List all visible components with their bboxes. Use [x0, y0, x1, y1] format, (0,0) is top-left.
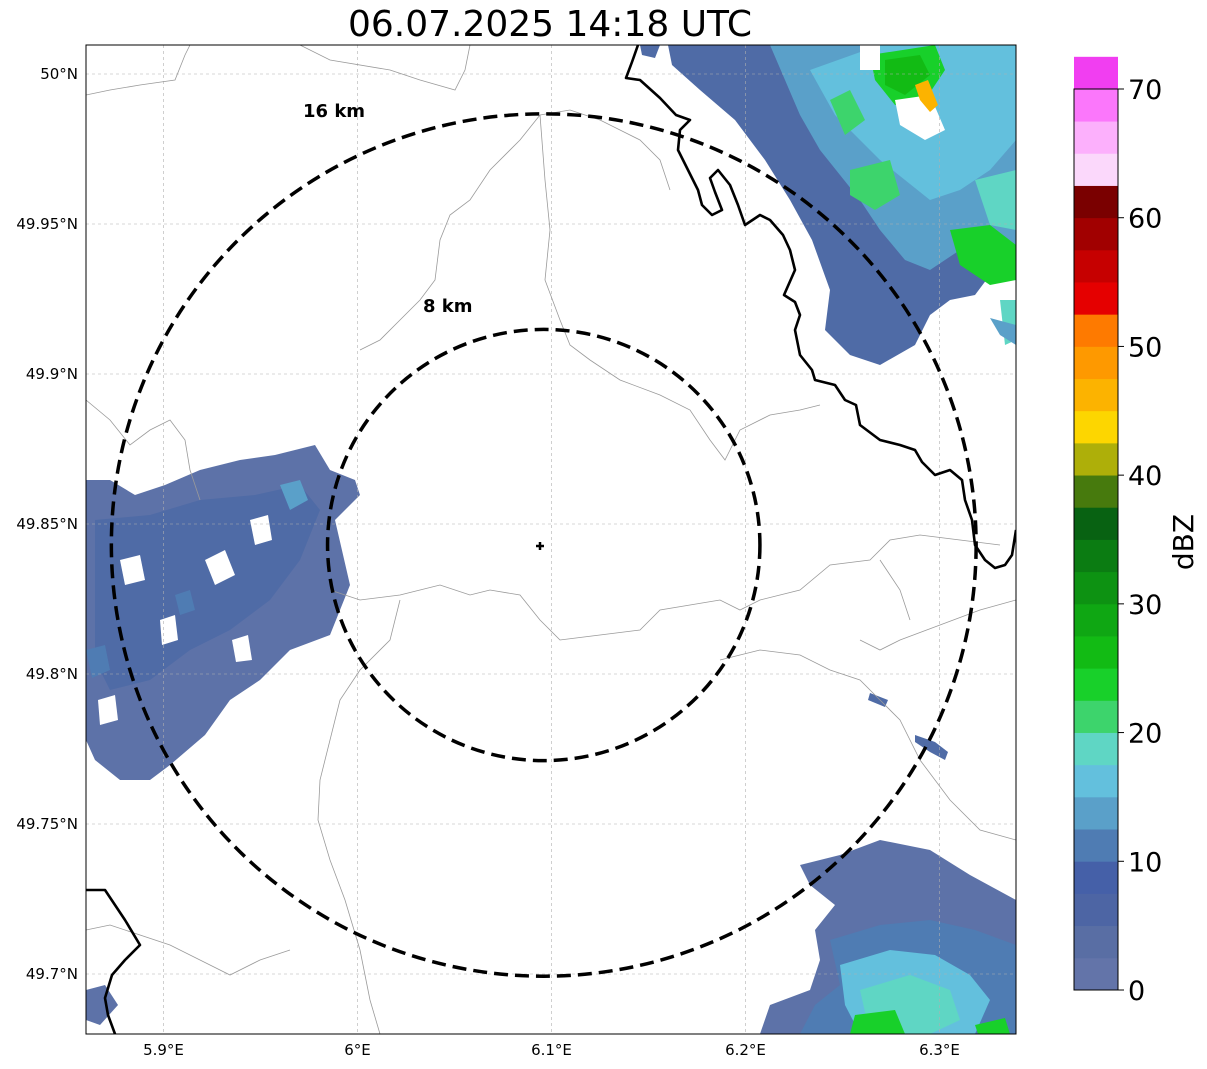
- y-tick-label: 49.95°N: [16, 215, 78, 233]
- colorbar-tick-label: 60: [1128, 204, 1162, 235]
- colorbar-swatch: [1074, 153, 1118, 186]
- colorbar-swatch: [1074, 378, 1118, 412]
- y-tick-label: 49.7°N: [26, 965, 78, 983]
- ring-label-16km: 16 km: [303, 101, 365, 122]
- y-tick-label: 50°N: [40, 65, 78, 83]
- colorbar-swatch: [1074, 442, 1118, 476]
- range-ring-8km: [325, 327, 762, 763]
- admin-boundaries: [86, 45, 1016, 1034]
- colorbar-swatch: [1074, 539, 1118, 573]
- colorbar-tick-label: 40: [1128, 461, 1162, 492]
- range-rings: [109, 112, 978, 978]
- colorbar-swatch: [1074, 346, 1118, 380]
- country-border: [86, 45, 1016, 1034]
- colorbar: 0 10 20 30 40 50 60 70: [1073, 56, 1162, 1007]
- colorbar-swatch: [1074, 475, 1118, 508]
- colorbar-swatch: [1074, 89, 1118, 122]
- colorbar-swatch: [1074, 764, 1118, 798]
- radar-site-marker: [536, 542, 544, 550]
- x-tick-label: 6.1°E: [531, 1041, 572, 1059]
- colorbar-swatch: [1074, 925, 1118, 959]
- map-gridlines: [86, 45, 1016, 1034]
- colorbar-tick-label: 50: [1128, 332, 1162, 363]
- colorbar-swatch: [1074, 829, 1118, 862]
- y-axis-ticks: 50°N 49.95°N 49.9°N 49.85°N 49.8°N 49.75°N 49.…: [16, 65, 78, 983]
- colorbar-swatch: [1074, 732, 1118, 766]
- ring-label-8km: 8 km: [423, 296, 473, 317]
- colorbar-tick-label: 10: [1128, 847, 1162, 878]
- colorbar-swatch: [1074, 861, 1118, 894]
- colorbar-tick-label: 0: [1128, 976, 1145, 1007]
- x-tick-label: 6°E: [344, 1041, 371, 1059]
- colorbar-frame: [1073, 88, 1119, 991]
- echo-southeast: [760, 693, 1016, 1034]
- y-tick-label: 49.75°N: [16, 815, 78, 833]
- colorbar-tick-label: 30: [1128, 590, 1162, 621]
- colorbar-swatch: [1074, 282, 1118, 315]
- colorbar-swatch: [1074, 410, 1118, 444]
- colorbar-swatch: [1074, 314, 1118, 347]
- colorbar-swatch: [1074, 700, 1118, 733]
- colorbar-tick-label: 70: [1128, 75, 1162, 106]
- colorbar-swatch: [1074, 893, 1118, 927]
- chart-title: 06.07.2025 14:18 UTC: [347, 4, 753, 45]
- map-frame: [85, 44, 1017, 1035]
- y-tick-label: 49.85°N: [16, 515, 78, 533]
- colorbar-swatch: [1074, 56, 1118, 90]
- echo-west: [86, 445, 360, 1025]
- colorbar-swatch: [1074, 668, 1118, 701]
- x-tick-label: 6.2°E: [725, 1041, 766, 1059]
- colorbar-swatch: [1074, 217, 1118, 251]
- colorbar-swatch: [1074, 603, 1118, 637]
- colorbar-swatch: [1074, 571, 1118, 605]
- colorbar-tick-label: 20: [1128, 719, 1162, 750]
- colorbar-swatch: [1074, 796, 1118, 830]
- echo-northeast: [640, 45, 1016, 365]
- colorbar-swatch: [1074, 957, 1118, 991]
- colorbar-swatch: [1074, 185, 1118, 219]
- colorbar-swatch: [1074, 636, 1118, 669]
- colorbar-swatch: [1074, 121, 1118, 154]
- x-tick-label: 5.9°E: [143, 1041, 184, 1059]
- colorbar-label: dBZ: [1167, 514, 1200, 570]
- colorbar-swatch: [1074, 249, 1118, 283]
- x-axis-ticks: 5.9°E 6°E 6.1°E 6.2°E 6.3°E: [143, 1041, 960, 1059]
- y-tick-label: 49.9°N: [26, 365, 78, 383]
- y-tick-label: 49.8°N: [26, 665, 78, 683]
- x-tick-label: 6.3°E: [919, 1041, 960, 1059]
- colorbar-swatch: [1074, 507, 1118, 540]
- range-ring-16km: [109, 112, 978, 978]
